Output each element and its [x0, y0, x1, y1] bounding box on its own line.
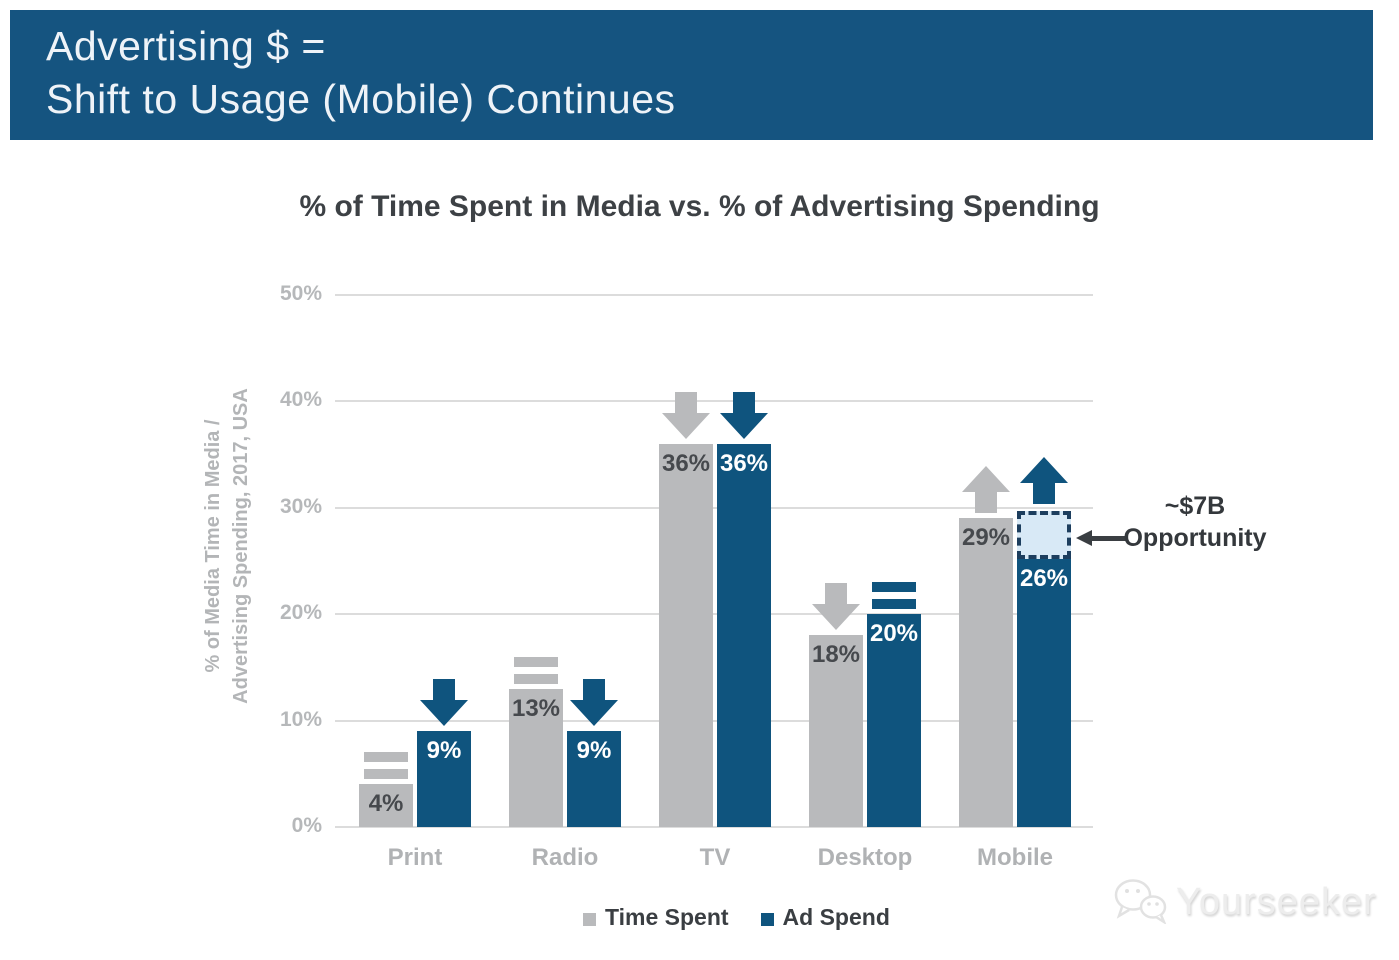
trend-down-icon [420, 679, 468, 727]
bar-ad-spend-tv [717, 443, 771, 827]
header-banner: Advertising $ = Shift to Usage (Mobile) … [10, 10, 1373, 140]
gridline [335, 613, 1093, 616]
opportunity-annotation: ~$7B Opportunity [1120, 490, 1270, 554]
opportunity-arrow-icon [1076, 528, 1128, 548]
bar-time-spent-desktop [809, 635, 863, 827]
trend-down-icon [570, 679, 618, 727]
x-axis-category-label-tv: TV [699, 844, 731, 871]
y-tick-label: 20% [279, 601, 322, 625]
wechat-icon [1112, 876, 1168, 929]
trend-down-icon [720, 391, 768, 439]
y-axis-label-line2: Advertising Spending, 2017, USA [230, 388, 252, 704]
y-axis-label-line1: % of Media Time in Media / [202, 419, 224, 673]
bar-value-label: 9% [426, 737, 462, 765]
watermark-text: Yourseeker [1176, 881, 1377, 923]
trend-equal-icon [514, 656, 558, 684]
bar-ad-spend-print [417, 731, 471, 827]
x-axis-category-label-print: Print [387, 844, 443, 871]
annotation-line1: ~$7B [1164, 492, 1226, 520]
gridline [335, 400, 1093, 403]
y-tick-label: 0% [291, 814, 322, 837]
bar-ad-spend-desktop [867, 614, 921, 827]
gridline [335, 294, 1093, 296]
banner-title-line1: Advertising $ = [46, 23, 326, 69]
trend-equal-icon [872, 582, 916, 610]
opportunity-box [1017, 511, 1071, 560]
bar-time-spent-tv [659, 443, 713, 827]
y-axis-label: % of Media Time in Media / Advertising S… [199, 246, 257, 846]
chart-title: % of Time Spent in Media vs. % of Advert… [299, 190, 1100, 223]
gridline [335, 826, 1093, 828]
legend-swatch [760, 912, 774, 926]
legend-item: Ad Spend [760, 904, 890, 931]
gridline [335, 719, 1093, 722]
trend-up-icon [962, 466, 1010, 514]
bar-value-label: 36% [719, 449, 769, 477]
gridline [335, 506, 1093, 509]
legend-label: Ad Spend [782, 904, 890, 930]
bar-value-label: 20% [869, 620, 919, 648]
bar-value-label: 29% [961, 524, 1011, 552]
bar-value-label: 26% [1019, 565, 1069, 593]
annotation-line2: Opportunity [1123, 524, 1267, 552]
bar-ad-spend-mobile [1017, 550, 1071, 827]
bar-value-label: 9% [576, 737, 612, 765]
legend-item: Time Spent [583, 904, 729, 931]
trend-equal-icon [364, 752, 408, 780]
watermark: Yourseeker [1112, 876, 1377, 929]
legend-swatch [583, 912, 596, 926]
y-tick-label: 30% [279, 494, 322, 518]
bar-time-spent-mobile [959, 518, 1013, 827]
bar-value-label: 18% [811, 641, 861, 669]
trend-down-icon [812, 583, 860, 631]
bar-time-spent-radio [509, 688, 563, 827]
legend-label: Time Spent [605, 904, 729, 930]
y-tick-label: 50% [279, 282, 322, 305]
y-tick-label: 10% [279, 707, 322, 731]
bar-ad-spend-radio [567, 731, 621, 827]
bar-value-label: 36% [661, 449, 711, 477]
bar-value-label: 13% [511, 694, 561, 722]
trend-down-icon [662, 391, 710, 439]
trend-up-icon [1020, 457, 1068, 505]
banner-title-line2: Shift to Usage (Mobile) Continues [46, 76, 676, 122]
x-axis-category-label-mobile: Mobile [977, 844, 1053, 871]
bar-time-spent-print [359, 784, 413, 827]
bar-value-label: 4% [368, 790, 404, 818]
x-axis-category-label-desktop: Desktop [817, 844, 913, 871]
x-axis-category-label-radio: Radio [531, 844, 599, 871]
y-tick-label: 40% [279, 388, 322, 412]
legend: Time Spent Ad Spend [583, 904, 890, 931]
